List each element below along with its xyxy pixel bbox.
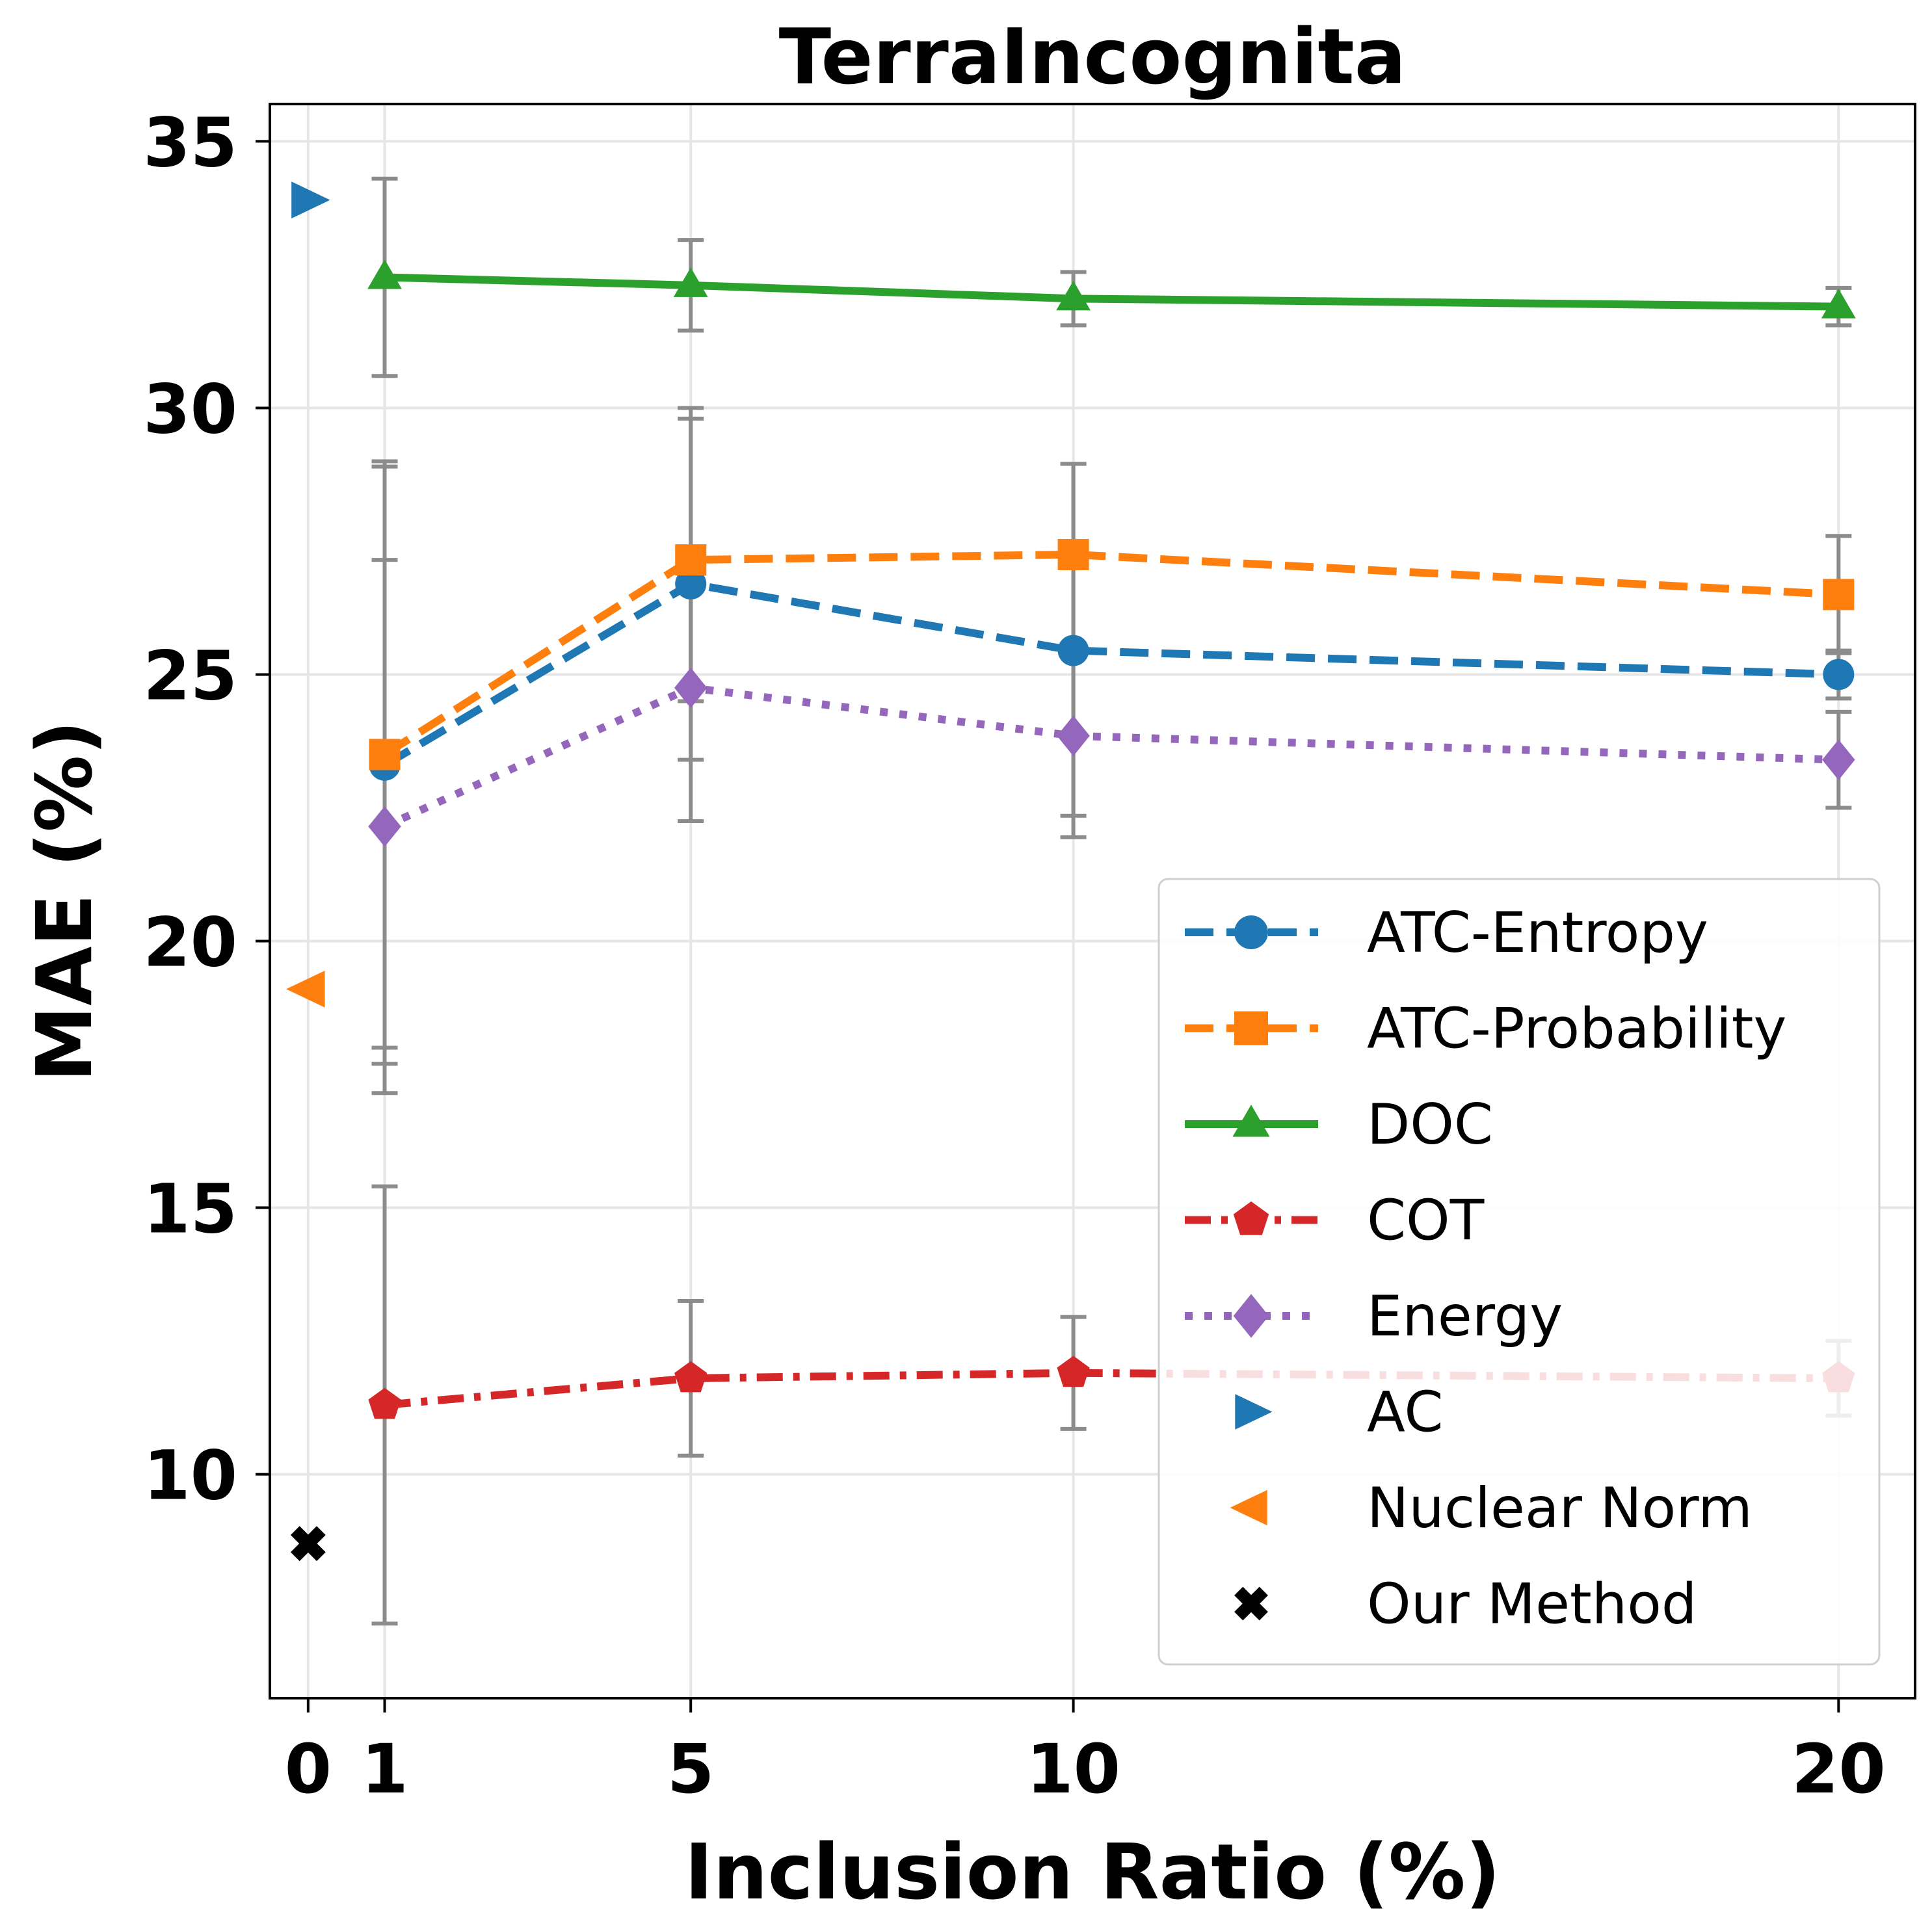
y-tick-label: 10 <box>143 1436 237 1516</box>
y-tick-label: 25 <box>143 636 237 715</box>
y-axis-label: MAE (%) <box>20 720 109 1083</box>
legend-item-our-method: Our Method <box>1234 1572 1697 1637</box>
point-energy <box>674 667 708 709</box>
legend-box <box>1158 878 1881 1666</box>
chart-title: TerraIncognita <box>779 12 1407 101</box>
point-atc-probability <box>369 739 401 770</box>
point-atc-probability <box>1057 538 1089 570</box>
legend-marker-atc-entropy <box>1234 915 1268 949</box>
point-cot <box>368 1387 401 1419</box>
legend-item-ac: AC <box>1235 1380 1443 1445</box>
legend-item-doc: DOC <box>1185 1092 1493 1157</box>
legend-item-atc-probability: ATC-Probability <box>1185 997 1786 1062</box>
point-nuclear-norm <box>286 970 325 1008</box>
point-ac <box>291 181 330 218</box>
point-doc <box>367 259 402 289</box>
point-atc-entropy <box>1823 659 1855 690</box>
point-atc-probability <box>675 544 707 576</box>
point-atc-entropy <box>675 568 707 600</box>
y-tick-label: 15 <box>143 1170 237 1249</box>
legend-marker-ac <box>1235 1394 1273 1430</box>
single-points-layer <box>286 181 330 1562</box>
series-line-energy <box>383 683 1839 830</box>
point-atc-entropy <box>1057 635 1089 666</box>
legend-label-doc: DOC <box>1367 1092 1493 1157</box>
legend-marker-atc-probability <box>1234 1011 1268 1045</box>
legend-marker-doc <box>1232 1105 1270 1137</box>
series-line-atc-entropy <box>382 579 1839 769</box>
point-energy <box>368 806 401 847</box>
y-tick-label: 35 <box>143 103 237 182</box>
point-doc <box>1056 280 1091 311</box>
plot-frame <box>269 103 1916 1699</box>
x-tick-label: 1 <box>361 1729 408 1809</box>
legend-marker-our-method <box>1234 1586 1268 1621</box>
legend-label-cot: COT <box>1367 1188 1485 1253</box>
point-doc <box>1821 289 1856 319</box>
series-line-atc-probability <box>382 550 1839 758</box>
y-tick-label: 20 <box>143 903 237 982</box>
legend-label-energy: Energy <box>1367 1284 1563 1349</box>
point-cot <box>1057 1356 1090 1387</box>
point-energy <box>1057 715 1090 756</box>
y-tick-label: 30 <box>143 369 237 449</box>
legend-item-atc-entropy: ATC-Entropy <box>1185 900 1708 965</box>
legend-label-atc-entropy: ATC-Entropy <box>1367 900 1708 965</box>
point-our-method-bar <box>290 1526 326 1562</box>
x-tick-label: 0 <box>285 1729 332 1809</box>
series-line-doc <box>384 273 1839 311</box>
legend-marker-our-method-bar <box>1234 1586 1268 1621</box>
legend-label-our-method: Our Method <box>1367 1572 1697 1637</box>
point-energy <box>1822 739 1855 780</box>
legend-label-ac: AC <box>1367 1380 1443 1445</box>
x-tick-label: 20 <box>1792 1729 1886 1809</box>
x-tick-label: 5 <box>667 1729 714 1809</box>
legend-marker-cot <box>1233 1201 1269 1235</box>
legend-marker-nuclear-norm <box>1230 1489 1267 1526</box>
legend-item-cot: COT <box>1185 1188 1485 1253</box>
point-cot <box>674 1361 708 1393</box>
point-our-method <box>290 1526 326 1562</box>
legend: ATC-Entropy ATC-Probability DOC COT Energy AC… <box>1158 878 1881 1666</box>
legend-label-atc-probability: ATC-Probability <box>1367 997 1786 1062</box>
legend-item-nuclear-norm: Nuclear Norm <box>1230 1476 1753 1541</box>
legend-label-nuclear-norm: Nuclear Norm <box>1367 1476 1753 1541</box>
point-atc-probability <box>1823 579 1855 610</box>
x-tick-label: 10 <box>1026 1729 1120 1809</box>
legend-marker-energy <box>1233 1294 1269 1338</box>
x-axis-label: Inclusion Ratio (%) <box>685 1827 1501 1917</box>
point-doc <box>673 267 708 297</box>
legend-item-energy: Energy <box>1185 1284 1563 1349</box>
